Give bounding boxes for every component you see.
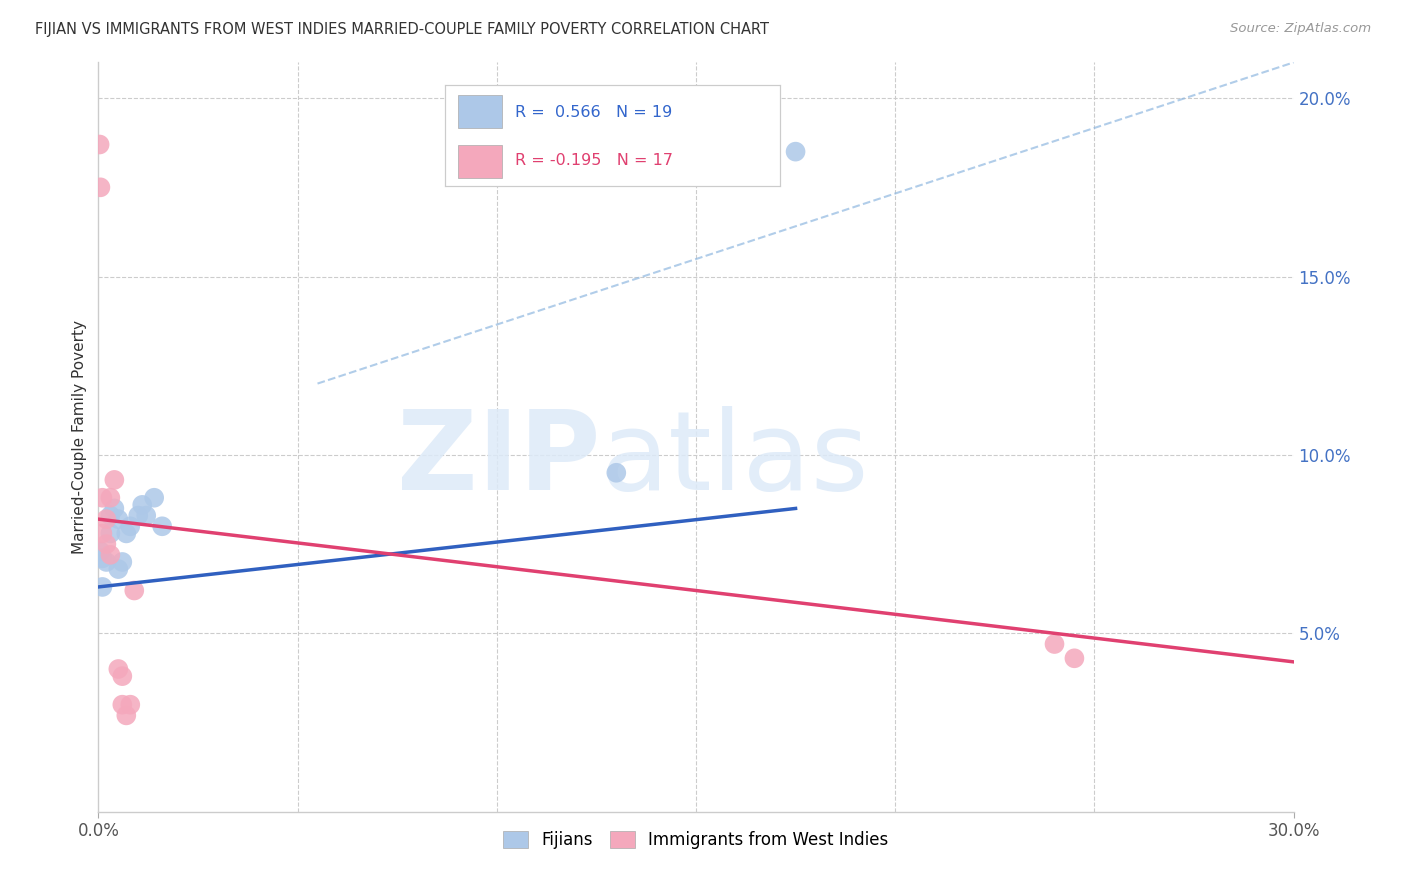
Point: [111, 555, 134, 569]
Legend: Fijians, Immigrants from West Indies: Fijians, Immigrants from West Indies: [496, 824, 896, 855]
Point: [605, 466, 627, 480]
Point: [1063, 651, 1085, 665]
Point: [124, 583, 146, 598]
Point: [1043, 637, 1066, 651]
Point: [150, 519, 173, 533]
Point: [98, 548, 122, 562]
Point: [111, 698, 134, 712]
Point: [89, 180, 111, 194]
Point: [120, 519, 142, 533]
Point: [127, 508, 149, 523]
Point: [785, 145, 807, 159]
Point: [107, 562, 129, 576]
Point: [91, 491, 114, 505]
Text: Source: ZipAtlas.com: Source: ZipAtlas.com: [1230, 22, 1371, 36]
Point: [131, 498, 153, 512]
Point: [96, 537, 118, 551]
Point: [89, 137, 111, 152]
Point: [96, 512, 118, 526]
Point: [107, 662, 129, 676]
Point: [98, 491, 122, 505]
Point: [103, 473, 125, 487]
Point: [111, 669, 134, 683]
Point: [107, 512, 129, 526]
Point: [89, 544, 111, 558]
Y-axis label: Married-Couple Family Poverty: Married-Couple Family Poverty: [72, 320, 87, 554]
Point: [91, 526, 114, 541]
Point: [115, 526, 138, 541]
Point: [91, 551, 114, 566]
Text: ZIP: ZIP: [396, 406, 600, 513]
Text: atlas: atlas: [600, 406, 869, 513]
Point: [135, 508, 157, 523]
Point: [120, 698, 142, 712]
Point: [103, 501, 125, 516]
Point: [98, 508, 122, 523]
Point: [143, 491, 166, 505]
Point: [91, 580, 114, 594]
Point: [96, 555, 118, 569]
Text: FIJIAN VS IMMIGRANTS FROM WEST INDIES MARRIED-COUPLE FAMILY POVERTY CORRELATION : FIJIAN VS IMMIGRANTS FROM WEST INDIES MA…: [35, 22, 769, 37]
Point: [98, 526, 122, 541]
Point: [115, 708, 138, 723]
